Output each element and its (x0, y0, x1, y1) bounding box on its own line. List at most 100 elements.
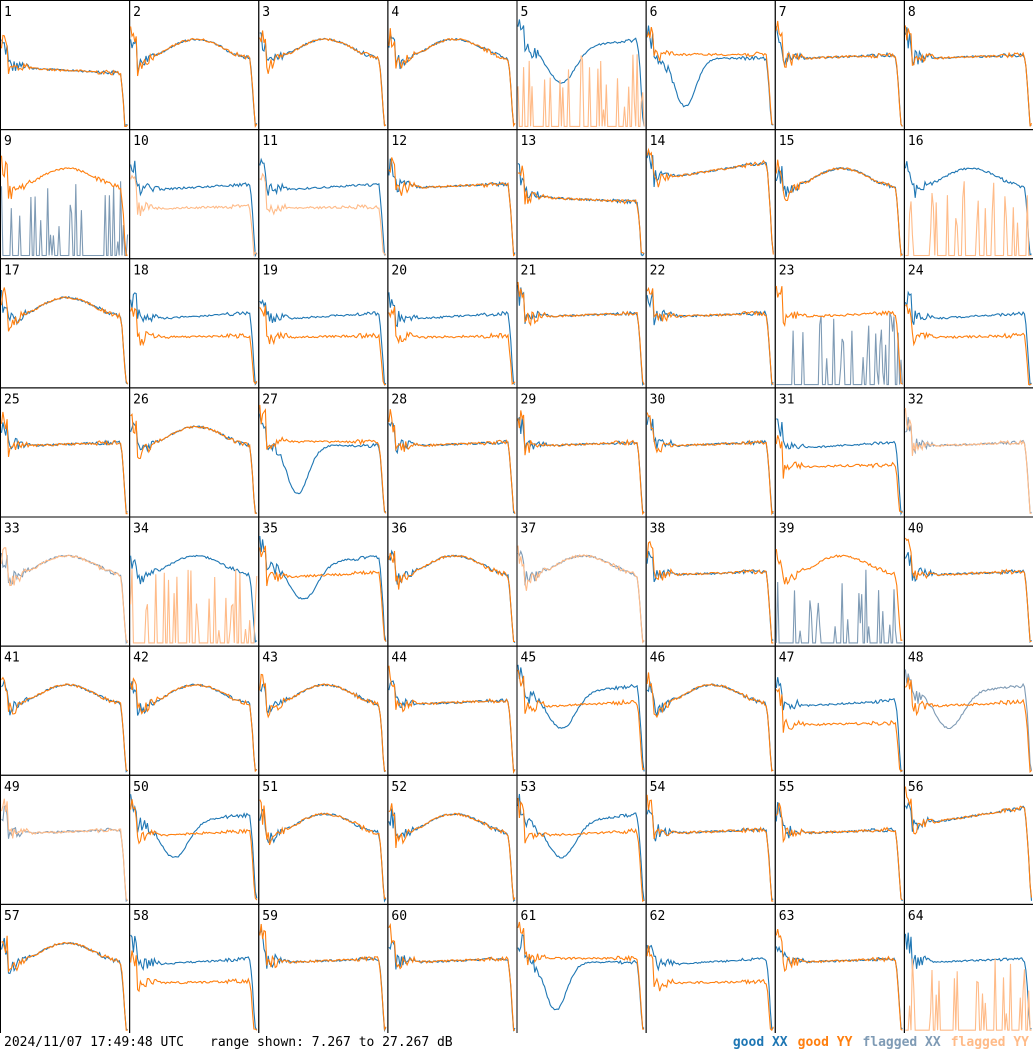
panel-label-41: 41 (4, 651, 20, 666)
panel-border (387, 258, 518, 389)
trace-yy-35 (259, 545, 387, 642)
panel-label-1: 1 (4, 5, 12, 20)
panel-label-46: 46 (650, 651, 666, 666)
panel-24: 24 (903, 258, 1033, 389)
panel-border (903, 387, 1033, 518)
panel-58: 58 (129, 903, 260, 1033)
panel-29: 29 (516, 387, 647, 518)
panel-label-2: 2 (133, 5, 141, 20)
panel-45: 45 (516, 645, 647, 776)
trace-xx-10 (130, 160, 258, 258)
trace-yy-30 (646, 412, 774, 516)
trace-xx-30 (646, 415, 774, 514)
panel-44: 44 (387, 645, 518, 776)
panel-border (0, 774, 131, 905)
panel-label-4: 4 (391, 5, 399, 20)
trace-yy-14 (646, 147, 774, 255)
panel-55: 55 (774, 774, 905, 905)
trace-yy-55 (775, 802, 903, 901)
panel-50: 50 (129, 774, 260, 905)
panel-47: 47 (774, 645, 905, 776)
panel-51: 51 (258, 774, 389, 905)
trace-yy-46 (646, 672, 774, 772)
panel-1: 1 (0, 0, 131, 131)
trace-xx-54 (646, 807, 774, 900)
panel-label-27: 27 (262, 392, 278, 407)
trace-yy-6 (646, 26, 774, 126)
panel-label-34: 34 (133, 522, 149, 537)
panel-48: 48 (903, 645, 1033, 776)
panel-34: 34 (129, 516, 260, 647)
panel-32: 32 (903, 387, 1033, 518)
trace-yy-44 (388, 665, 516, 774)
trace-xx-45 (517, 664, 645, 772)
trace-yy-52 (388, 803, 516, 902)
panel-border (387, 0, 518, 131)
panel-label-42: 42 (133, 651, 149, 666)
trace-yy-8 (904, 25, 1033, 127)
panel-label-17: 17 (4, 263, 20, 278)
panel-label-53: 53 (521, 780, 537, 795)
panel-11: 11 (258, 129, 389, 260)
trace-xx-14 (646, 150, 774, 253)
trace-yy-16 (905, 181, 1032, 257)
trace-yy-24 (905, 303, 1032, 386)
panel-border (645, 516, 776, 647)
trace-xx-41 (1, 679, 128, 773)
panel-border (258, 903, 389, 1033)
panel-label-45: 45 (521, 651, 537, 666)
trace-xx-58 (130, 934, 258, 1031)
trace-xx-6 (646, 25, 774, 126)
panel-61: 61 (516, 903, 647, 1033)
panel-59: 59 (258, 903, 389, 1033)
panel-label-16: 16 (908, 134, 924, 149)
trace-yy-4 (388, 28, 516, 128)
panel-label-38: 38 (650, 522, 666, 537)
trace-xx-39 (775, 569, 903, 644)
panel-26: 26 (129, 387, 260, 518)
panel-label-9: 9 (4, 134, 12, 149)
trace-xx-49 (1, 805, 128, 903)
panel-border (258, 516, 389, 647)
panel-label-35: 35 (262, 522, 278, 537)
trace-xx-53 (517, 793, 645, 902)
trace-xx-61 (517, 933, 645, 1029)
trace-xx-18 (130, 292, 258, 386)
panel-7: 7 (774, 0, 905, 131)
panel-label-14: 14 (650, 134, 666, 149)
panel-label-48: 48 (908, 651, 924, 666)
trace-xx-55 (775, 802, 903, 902)
panel-23: 23 (774, 258, 905, 389)
trace-xx-9 (0, 181, 129, 257)
trace-yy-37 (517, 545, 645, 644)
panel-label-50: 50 (133, 780, 149, 795)
trace-yy-29 (517, 410, 645, 516)
panel-18: 18 (129, 258, 260, 389)
panel-border (774, 903, 905, 1033)
trace-yy-57 (1, 935, 128, 1031)
trace-yy-7 (775, 20, 903, 127)
panel-border (903, 258, 1033, 389)
panel-30: 30 (645, 387, 776, 518)
panel-label-23: 23 (779, 263, 795, 278)
trace-xx-17 (0, 289, 128, 385)
trace-xx-23 (776, 312, 903, 386)
trace-yy-45 (517, 669, 645, 771)
trace-xx-24 (904, 290, 1032, 386)
panel-37: 37 (516, 516, 647, 647)
panel-35: 35 (258, 516, 389, 647)
trace-yy-31 (775, 435, 903, 514)
panel-21: 21 (516, 258, 647, 389)
panel-border (903, 774, 1033, 905)
trace-xx-15 (775, 166, 903, 256)
trace-xx-34 (130, 554, 258, 643)
trace-yy-53 (517, 797, 645, 903)
trace-xx-36 (388, 549, 516, 644)
trace-xx-31 (776, 418, 903, 516)
panel-border (387, 774, 518, 905)
panel-label-39: 39 (779, 522, 795, 537)
trace-yy-25 (0, 411, 128, 515)
trace-xx-16 (904, 161, 1032, 256)
trace-xx-20 (388, 292, 516, 385)
panel-43: 43 (258, 645, 389, 776)
